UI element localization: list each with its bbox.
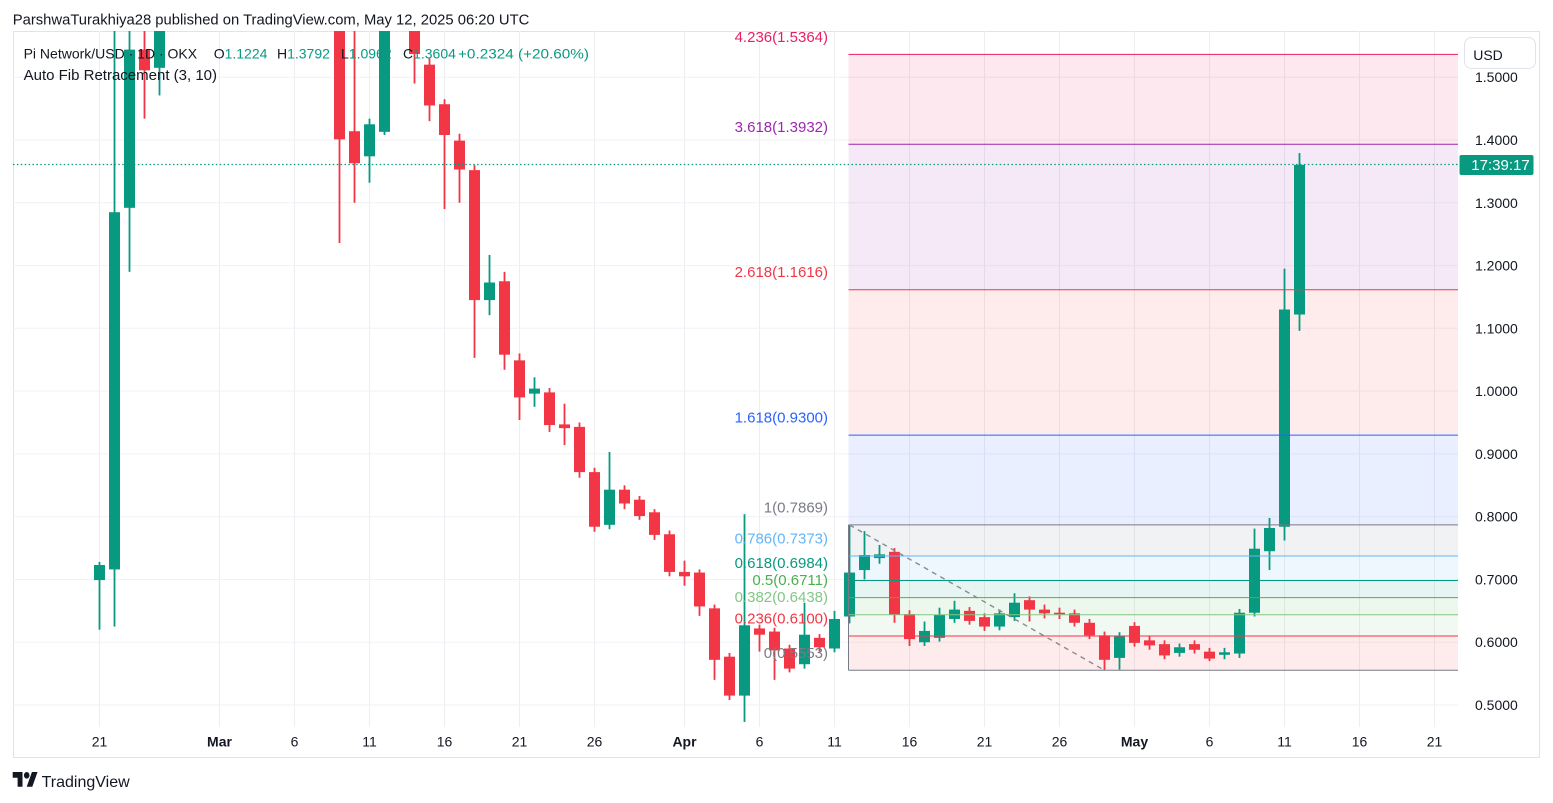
- svg-text:0.8000: 0.8000: [1475, 509, 1518, 525]
- svg-text:H: H: [277, 46, 287, 62]
- svg-text:1(0.7869): 1(0.7869): [764, 499, 828, 516]
- svg-text:1.0000: 1.0000: [1475, 383, 1518, 399]
- svg-text:0(0.5553): 0(0.5553): [764, 645, 828, 662]
- svg-text:17:39:17: 17:39:17: [1471, 157, 1529, 174]
- svg-text:21: 21: [512, 734, 528, 750]
- svg-text:L: L: [341, 46, 349, 62]
- svg-text:11: 11: [827, 734, 842, 750]
- svg-text:26: 26: [1052, 734, 1068, 750]
- svg-text:1.618(0.9300): 1.618(0.9300): [735, 410, 828, 427]
- svg-text:21: 21: [92, 734, 108, 750]
- svg-text:0.382(0.6438): 0.382(0.6438): [735, 589, 828, 606]
- svg-text:21: 21: [1427, 734, 1443, 750]
- svg-text:O: O: [214, 46, 225, 62]
- svg-text:0.786(0.7373): 0.786(0.7373): [735, 531, 828, 548]
- svg-text:May: May: [1121, 734, 1148, 750]
- svg-text:26: 26: [587, 734, 603, 750]
- svg-text:6: 6: [1206, 734, 1214, 750]
- svg-text:Auto Fib Retracement (3, 10): Auto Fib Retracement (3, 10): [24, 67, 217, 84]
- svg-text:C: C: [403, 46, 413, 62]
- svg-text:0.618(0.6984): 0.618(0.6984): [735, 555, 828, 572]
- svg-text:1.5000: 1.5000: [1475, 69, 1518, 85]
- svg-text:0.7000: 0.7000: [1475, 572, 1518, 588]
- svg-text:Mar: Mar: [207, 734, 232, 750]
- svg-text:1.0962: 1.0962: [349, 46, 392, 62]
- svg-text:6: 6: [756, 734, 764, 750]
- svg-text:1.3792: 1.3792: [287, 46, 330, 62]
- svg-text:Apr: Apr: [672, 734, 697, 750]
- svg-text:1.3000: 1.3000: [1475, 195, 1518, 211]
- svg-text:1.3604: 1.3604: [413, 46, 456, 62]
- svg-text:0.9000: 0.9000: [1475, 446, 1518, 462]
- svg-text:11: 11: [362, 734, 377, 750]
- svg-text:1.4000: 1.4000: [1475, 132, 1518, 148]
- svg-text:3.618(1.3932): 3.618(1.3932): [735, 119, 828, 136]
- svg-text:21: 21: [977, 734, 993, 750]
- svg-text:0.5000: 0.5000: [1475, 697, 1518, 713]
- svg-text:+0.2324 (+20.60%): +0.2324 (+20.60%): [458, 46, 589, 62]
- svg-text:TradingView: TradingView: [42, 774, 130, 791]
- svg-text:1.1224: 1.1224: [225, 46, 268, 62]
- svg-text:16: 16: [437, 734, 453, 750]
- svg-text:Pi Network/USD · 1D · OKX: Pi Network/USD · 1D · OKX: [24, 46, 198, 62]
- svg-text:0.6000: 0.6000: [1475, 634, 1518, 650]
- svg-text:4.236(1.5364): 4.236(1.5364): [735, 29, 828, 46]
- svg-text:1.1000: 1.1000: [1475, 320, 1518, 336]
- svg-text:USD: USD: [1473, 47, 1503, 63]
- svg-text:16: 16: [902, 734, 918, 750]
- svg-text:11: 11: [1277, 734, 1292, 750]
- svg-text:0.5(0.6711): 0.5(0.6711): [752, 572, 828, 589]
- svg-text:0.236(0.6100): 0.236(0.6100): [735, 611, 828, 628]
- svg-text:16: 16: [1352, 734, 1368, 750]
- svg-text:1.2000: 1.2000: [1475, 258, 1518, 274]
- svg-text:2.618(1.1616): 2.618(1.1616): [735, 264, 828, 281]
- svg-text:ParshwaTurakhiya28 published o: ParshwaTurakhiya28 published on TradingV…: [13, 13, 530, 29]
- svg-text:6: 6: [291, 734, 299, 750]
